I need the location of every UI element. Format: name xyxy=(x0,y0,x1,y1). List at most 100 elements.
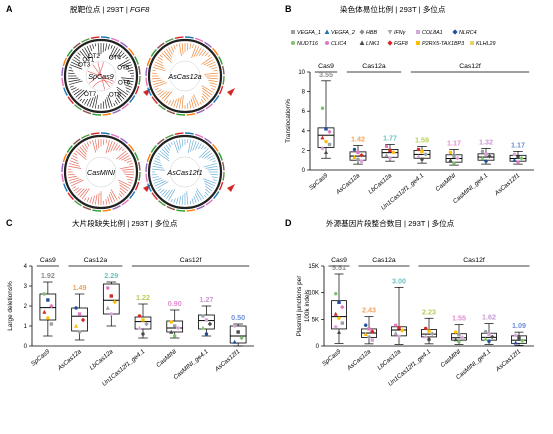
chromosome-segment xyxy=(134,85,140,95)
median-value-label: 1.27 xyxy=(199,295,213,304)
median-value-label: 1.17 xyxy=(511,140,525,149)
junction-bar xyxy=(119,182,130,189)
chromosome-segment xyxy=(150,49,157,57)
junction-bar xyxy=(197,143,202,150)
y-tick-label: 0 xyxy=(24,344,28,350)
x-tick-label: CasMINI xyxy=(434,172,457,193)
data-point xyxy=(239,335,244,341)
junction-bar xyxy=(210,85,217,88)
data-point xyxy=(333,311,338,316)
junction-bar xyxy=(127,178,133,181)
chromosome-segment xyxy=(184,36,194,39)
panel-b-title: 染色体易位比例 | 293T | 多位点 xyxy=(340,4,446,14)
x-tick-label: AsCas12f1 xyxy=(494,348,522,373)
junction-bar xyxy=(153,82,168,88)
junction-bar xyxy=(92,140,97,153)
junction-bar xyxy=(198,48,205,57)
junction-bar xyxy=(69,80,83,85)
junction-bar xyxy=(68,72,75,75)
junction-bar xyxy=(110,141,116,152)
junction-bar xyxy=(105,43,108,51)
data-point xyxy=(320,106,325,110)
junction-bar xyxy=(210,173,218,176)
box-CasMINI_ge4.1: 1.32 CasMINI_ge4.1 xyxy=(452,137,495,205)
junction-bar xyxy=(192,44,194,48)
data-point xyxy=(423,152,428,157)
panel-d-title: 外源基因片段整合数目 | 293T | 多位点 xyxy=(326,218,455,228)
chromosome-segment xyxy=(222,171,225,181)
junction-bar xyxy=(207,168,218,171)
chromosome-segment xyxy=(147,183,152,192)
y-tick-label: 6 xyxy=(302,109,306,115)
data-point xyxy=(519,156,524,161)
junction-bar xyxy=(152,79,163,83)
box-AsCas12a: 1.42 AsCas12a xyxy=(334,135,367,197)
data-point xyxy=(484,152,488,157)
chromosome-segment xyxy=(129,95,136,103)
junction-bar xyxy=(77,148,87,158)
legend-item: IFNγ xyxy=(387,30,406,36)
data-point xyxy=(77,330,82,334)
legend-marker xyxy=(387,30,393,35)
target-arrow xyxy=(227,88,235,96)
data-point xyxy=(424,326,428,331)
y-tick-label: 15K xyxy=(308,264,319,270)
group-label: Cas12a xyxy=(84,257,108,264)
circos-outer-ring xyxy=(63,38,139,114)
x-tick-label: LbCas12a xyxy=(88,348,115,372)
legend-marker xyxy=(359,29,365,35)
legend-item: P2RX5-TAX1BP3 xyxy=(416,41,464,47)
data-point xyxy=(453,337,458,342)
junction-bar xyxy=(113,48,121,58)
chromosome-segment xyxy=(145,163,148,173)
data-point xyxy=(201,314,205,318)
chromosome-segment xyxy=(196,205,205,210)
chromosome-segment xyxy=(151,192,158,201)
junction-bar xyxy=(181,194,184,205)
junction-bar xyxy=(201,95,207,102)
off-target-label: OT7 xyxy=(84,91,97,98)
data-point xyxy=(416,154,421,158)
legend-marker xyxy=(291,41,295,45)
junction-bar xyxy=(120,61,132,68)
junction-bar xyxy=(204,152,213,159)
chromosome-segment xyxy=(102,208,112,212)
junction-bar xyxy=(191,198,194,204)
chromosome-segment xyxy=(120,137,128,144)
y-tick-label: 10K xyxy=(308,291,319,297)
median-value-label: 1.55 xyxy=(452,314,466,323)
junction-bar xyxy=(195,190,202,201)
off-target-label: OT4 xyxy=(109,54,122,61)
junction-bar xyxy=(127,69,134,72)
data-point xyxy=(460,335,465,340)
junction-bar xyxy=(124,84,133,88)
translocation-link xyxy=(88,62,104,84)
junction-bar xyxy=(102,101,105,109)
median-value-label: 2.43 xyxy=(362,306,376,315)
x-tick-label: CasMINI_ge4.1 xyxy=(452,172,489,205)
junction-bar xyxy=(165,100,169,104)
junction-bar xyxy=(116,89,127,98)
junction-bar xyxy=(213,179,217,181)
circos-plot-4: AsCas12f1 xyxy=(145,132,235,212)
junction-bar xyxy=(198,148,209,159)
junction-bar xyxy=(81,188,90,200)
data-point xyxy=(46,316,50,320)
data-point xyxy=(517,336,521,340)
y-tick-label: 4 xyxy=(24,264,28,270)
junction-bar xyxy=(81,48,90,59)
legend-label: P2RX5-TAX1BP3 xyxy=(422,41,464,47)
circos-inner-ring xyxy=(85,60,117,92)
chromosome-segment xyxy=(137,65,141,75)
junction-bar xyxy=(204,191,209,196)
circos-outer-ring xyxy=(147,38,223,114)
circos-inner-ring xyxy=(169,156,201,188)
chromosome-segment xyxy=(61,77,65,87)
median-value-label: 1.59 xyxy=(415,135,429,144)
data-point xyxy=(484,159,488,163)
junction-bar xyxy=(193,45,200,58)
circos-label: SpCas9 xyxy=(88,72,114,81)
legend-item: COL8A1 xyxy=(416,30,443,36)
median-value-label: 1.22 xyxy=(136,293,150,302)
box-CasMINI: 0.90 CasMINI xyxy=(155,299,184,369)
